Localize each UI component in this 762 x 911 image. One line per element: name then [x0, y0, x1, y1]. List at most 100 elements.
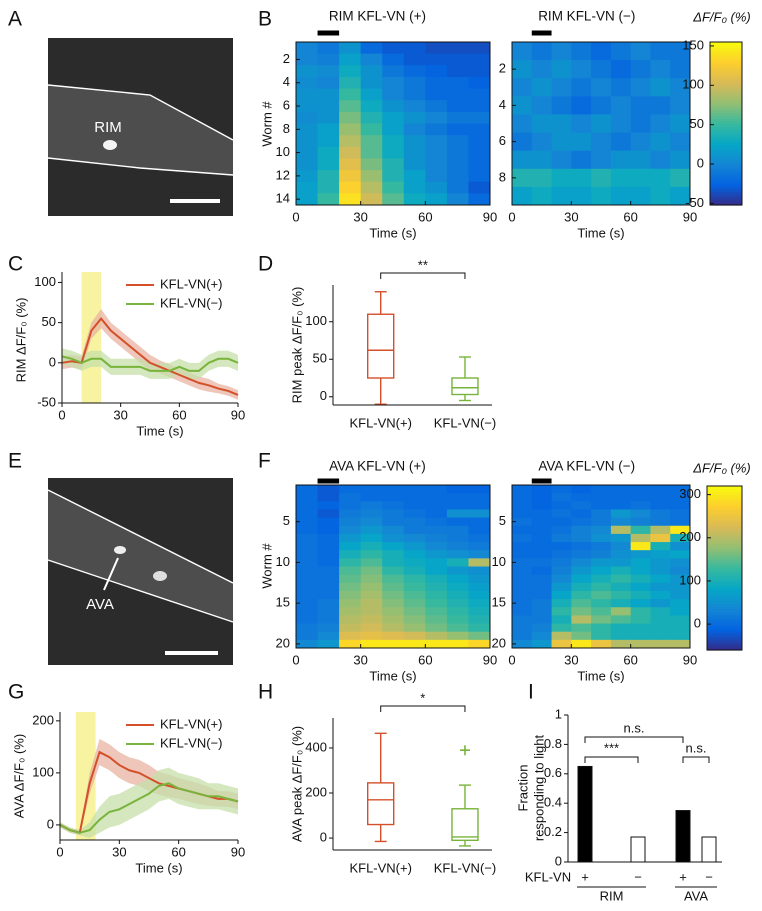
- colorbar-slice: [707, 568, 742, 572]
- heatmap-cell: [610, 574, 632, 584]
- heatmap-cell: [403, 590, 426, 600]
- x-tick-label: 0: [292, 209, 299, 224]
- pointer: [103, 557, 119, 591]
- heatmap-cell: [382, 517, 405, 527]
- heatmap-cell: [630, 168, 651, 188]
- heatmap-cell: [382, 607, 405, 616]
- heatmap-cell: [571, 60, 592, 79]
- heatmap-cell: [512, 168, 533, 188]
- y-tick-label: 400: [305, 739, 327, 754]
- heatmap-cell: [610, 542, 632, 551]
- heatmap-cell: [512, 485, 533, 494]
- heatmap-cell: [571, 574, 592, 584]
- heatmap-cell: [360, 607, 383, 616]
- heatmap-cell: [446, 525, 469, 535]
- heatmap-cell: [670, 631, 691, 641]
- heatmap-cell: [446, 533, 469, 543]
- heatmap-cell: [446, 100, 469, 113]
- heatmap-cell: [551, 525, 572, 535]
- heatmap-cell: [339, 100, 362, 113]
- heatmap-cell: [591, 631, 612, 641]
- heatmap-cell: [339, 550, 362, 559]
- heatmap-cell: [512, 550, 533, 559]
- heatmap-cell: [360, 615, 383, 625]
- heatmap-cell: [531, 590, 553, 600]
- heatmap-cell: [591, 493, 612, 502]
- colorbar-slice: [710, 93, 742, 97]
- heatmap-cell: [468, 582, 491, 592]
- heatmap-cell: [446, 607, 469, 616]
- colorbar-slice: [707, 606, 742, 610]
- y-tick-label: 6: [499, 133, 506, 148]
- heatmap-cell: [425, 123, 448, 136]
- heatmap-cell: [468, 550, 491, 559]
- heatmap-cell: [296, 574, 319, 584]
- colorbar-slice: [710, 164, 742, 168]
- significance-label: n.s.: [624, 720, 645, 735]
- heatmap-cell: [531, 533, 553, 543]
- y-tick-label: 0: [320, 829, 327, 844]
- heatmap-cell: [610, 96, 632, 115]
- heatmap-cell: [360, 493, 383, 502]
- heatmap-cell: [317, 123, 340, 136]
- heatmap-cell: [296, 42, 319, 55]
- heatmap-cell: [571, 582, 592, 592]
- error-band: [60, 767, 238, 838]
- heatmap-cell: [339, 501, 362, 510]
- heatmap-cell: [650, 60, 671, 79]
- colorbar-slice: [710, 188, 742, 193]
- heatmap-cell: [425, 639, 448, 649]
- colorbar-slice: [707, 609, 742, 613]
- heatmap-cell: [650, 42, 671, 61]
- heatmap-cell: [425, 566, 448, 576]
- heatmap-cell: [650, 525, 671, 535]
- heatmap-cell: [339, 170, 362, 183]
- y-tick-label: 15: [492, 595, 506, 610]
- heatmap-cell: [630, 501, 651, 510]
- y-tick-label: 100: [679, 572, 701, 587]
- heatmap-cell: [382, 65, 405, 78]
- y-tick-label: 100: [32, 764, 54, 779]
- colorbar-slice: [707, 619, 742, 624]
- heatmap-cell: [382, 170, 405, 183]
- heatmap-cell: [531, 186, 553, 206]
- y-axis-label: AVA peak ΔF/F₀ (%): [289, 726, 304, 842]
- heatmap-cell: [360, 88, 383, 101]
- heatmap-cell: [571, 186, 592, 206]
- heatmap-cell: [446, 76, 469, 90]
- heatmap-cell: [650, 631, 671, 641]
- heatmap-cell: [650, 485, 671, 494]
- heatmap-cell: [468, 615, 491, 625]
- y-tick-label: 20: [276, 635, 290, 650]
- heatmap-cell: [591, 114, 612, 134]
- heatmap-cell: [317, 88, 340, 101]
- x-tick-label: 30: [564, 652, 578, 667]
- heatmap-cell: [382, 135, 405, 148]
- heatmap-cell: [317, 181, 340, 194]
- y-tick-label: 6: [283, 97, 290, 112]
- x-tick-label: 0: [508, 652, 515, 667]
- colorbar-slice: [710, 131, 742, 135]
- heatmap-cell: [446, 146, 469, 159]
- x-tick-label: 90: [231, 844, 245, 859]
- colorbar-slice: [710, 128, 742, 133]
- heatmap-cell: [360, 631, 383, 641]
- heatmap-cell: [512, 615, 533, 625]
- colorbar-slice: [707, 491, 742, 495]
- heatmap-cell: [425, 485, 448, 494]
- heatmap-cell: [551, 493, 572, 502]
- panel-label: B: [258, 8, 272, 31]
- heatmap-cell: [403, 501, 426, 510]
- heatmap-cell: [296, 525, 319, 535]
- colorbar-slice: [707, 598, 742, 602]
- heatmap-cell: [571, 78, 592, 97]
- heatmap-cell: [591, 615, 612, 625]
- heatmap-cell: [571, 96, 592, 115]
- heatmap-cell: [512, 599, 533, 608]
- heatmap-cell: [630, 615, 651, 625]
- series-line: [59, 782, 239, 834]
- neuron: [153, 571, 167, 581]
- colorbar-slice: [710, 115, 742, 119]
- heatmap-cell: [531, 493, 553, 502]
- heatmap-cell: [630, 607, 651, 616]
